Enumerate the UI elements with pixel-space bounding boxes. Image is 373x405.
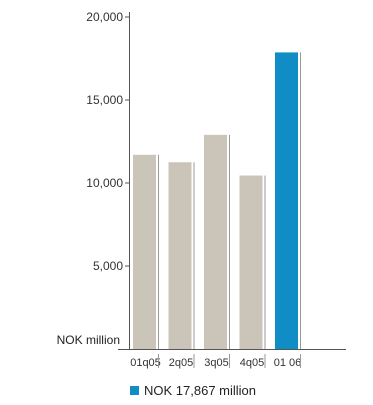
x-tick-label: 01q05 [130, 357, 161, 369]
y-axis-unit-label: NOK million [57, 333, 120, 347]
x-tick-label: 01 06 [274, 357, 302, 369]
bar-2q05 [168, 162, 192, 349]
x-tick-label: 3q05 [204, 357, 228, 369]
bar-3q05 [204, 134, 227, 349]
legend-label: NOK 17,867 million [144, 383, 256, 398]
y-tick-label: 15,000 [86, 93, 123, 107]
bar-01q05 [133, 154, 156, 349]
legend-swatch [130, 386, 139, 395]
y-tick-label: 5,000 [93, 259, 123, 273]
x-tick-label: 2q05 [169, 357, 193, 369]
y-tick-label: 10,000 [86, 176, 123, 190]
bar-01-06 [275, 52, 298, 349]
bar-4q05 [239, 175, 263, 349]
y-ticks: 5,000 10,000 15,000 20,000 [86, 10, 130, 273]
legend: NOK 17,867 million [130, 383, 256, 398]
x-tick-labels: 01q05 2q05 3q05 4q05 01 06 [130, 354, 301, 369]
y-tick-label: 20,000 [86, 10, 123, 24]
x-tick-label: 4q05 [240, 357, 264, 369]
bars [133, 52, 301, 349]
axes [118, 12, 346, 350]
